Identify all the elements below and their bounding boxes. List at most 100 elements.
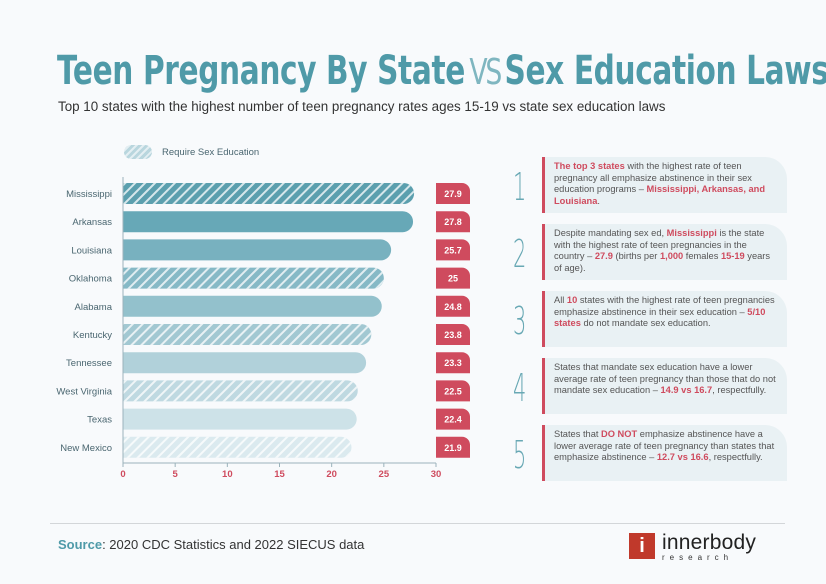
logo-sub: research xyxy=(662,553,734,562)
x-tick-label: 20 xyxy=(326,469,337,480)
fact-segment: (births per xyxy=(612,251,660,262)
bar-hatch-require-sex-ed xyxy=(123,436,352,458)
fact-segment: . xyxy=(597,195,600,206)
fact-number: 1 xyxy=(513,165,527,209)
fact-segment: States that xyxy=(554,429,602,439)
innerbody-logo: i innerbody research xyxy=(629,531,757,563)
fact-segment: years of age). xyxy=(554,251,771,273)
value-label: 27.8 xyxy=(444,217,462,227)
footer-divider xyxy=(50,523,785,524)
fact-text: All 10 states with the highest rate of t… xyxy=(542,291,787,347)
value-badge xyxy=(436,436,470,458)
category-label: Tennessee xyxy=(66,358,112,369)
bar-hatch-require-sex-ed xyxy=(123,183,415,204)
fact-highlight: 14.9 vs 16.7 xyxy=(660,385,713,396)
subtitle: Top 10 states with the highest number of… xyxy=(58,99,666,114)
fact-segment: Despite mandating sex ed, xyxy=(554,228,667,238)
fact-text: States that mandate sex education have a… xyxy=(542,358,787,414)
fact-highlight: Mississippi, Arkansas, and Louisiana xyxy=(554,184,766,206)
fact-segment: All xyxy=(554,295,567,305)
legend-label: Require Sex Education xyxy=(162,146,260,158)
value-badge xyxy=(436,324,470,345)
title-right: Sex Education Laws xyxy=(504,48,826,94)
value-badge xyxy=(436,267,470,289)
facts-list: 1 The top 3 states with the highest rate … xyxy=(505,157,787,492)
x-tick-label: 15 xyxy=(274,469,285,480)
fact-segment: do not mandate sex education. xyxy=(580,318,711,329)
value-badge xyxy=(436,295,470,317)
fact-number: 5 xyxy=(513,433,527,477)
title-left: Teen Pregnancy By State xyxy=(57,48,465,94)
bar xyxy=(123,352,367,374)
value-label: 25.7 xyxy=(444,245,462,255)
fact-segment: with the highest rate of teen pregnancy … xyxy=(554,161,752,195)
category-label: Alabama xyxy=(75,302,113,313)
fact-segment: states with the highest rate of teen pre… xyxy=(554,295,775,317)
fact-highlight: 27.9 xyxy=(594,251,613,262)
category-label: Oklahoma xyxy=(69,274,113,285)
page-title: Teen Pregnancy By State VS Sex Education L… xyxy=(57,48,826,94)
fact-highlight: The top 3 states xyxy=(554,161,625,171)
bar xyxy=(123,211,414,233)
logo-mark-icon: i xyxy=(629,533,655,559)
x-tick-label: 25 xyxy=(379,469,390,480)
fact-segment: females xyxy=(683,251,721,262)
fact-text: The top 3 states with the highest rate o… xyxy=(542,157,787,213)
fact-number: 4 xyxy=(513,366,527,410)
fact-highlight: 5/10 states xyxy=(554,306,766,329)
fact-item: 2 Despite mandating sex ed, Mississippi i… xyxy=(505,224,787,280)
x-tick-label: 5 xyxy=(173,469,179,480)
source-text: : 2020 CDC Statistics and 2022 SIECUS da… xyxy=(102,537,365,552)
fact-segment: States that mandate sex education have a… xyxy=(554,362,776,396)
value-label: 22.4 xyxy=(444,415,462,425)
value-label: 23.8 xyxy=(444,330,462,340)
category-label: New Mexico xyxy=(60,443,112,454)
fact-item: 3 All 10 states with the highest rate of … xyxy=(505,291,787,347)
bar-hatch-require-sex-ed xyxy=(123,380,358,402)
title-vs: VS xyxy=(469,52,502,93)
category-label: Louisiana xyxy=(71,245,112,256)
bar xyxy=(123,239,392,261)
source-note: Source: 2020 CDC Statistics and 2022 SIE… xyxy=(58,537,364,552)
value-badge xyxy=(436,380,470,402)
value-label: 27.9 xyxy=(444,189,462,199)
category-label: Kentucky xyxy=(73,330,112,341)
bar-hatch-require-sex-ed xyxy=(123,324,372,345)
fact-highlight: 10 xyxy=(566,295,578,305)
fact-highlight: DO NOT xyxy=(601,429,638,439)
value-label: 22.5 xyxy=(444,386,462,396)
chart-legend: Require Sex Education xyxy=(124,145,259,159)
value-label: 24.8 xyxy=(444,302,462,312)
value-label: 23.3 xyxy=(444,358,462,368)
x-tick-label: 30 xyxy=(431,469,442,480)
fact-segment: , respectfully. xyxy=(712,385,767,396)
value-badge xyxy=(436,211,470,233)
fact-item: 4 States that mandate sex education have … xyxy=(505,358,787,414)
fact-highlight: 12.7 vs 16.6 xyxy=(656,452,709,463)
x-tick-label: 10 xyxy=(222,469,233,480)
bar xyxy=(123,408,357,430)
legend-swatch-hatched xyxy=(124,145,152,159)
fact-number: 3 xyxy=(513,299,527,343)
category-label: Mississippi xyxy=(66,189,112,200)
category-label: West Virginia xyxy=(56,386,112,397)
fact-highlight: 15-19 xyxy=(720,251,745,262)
value-badge xyxy=(436,239,470,261)
fact-number: 2 xyxy=(513,232,527,276)
fact-segment: , respectfully. xyxy=(708,452,763,463)
value-label: 25 xyxy=(448,274,458,284)
x-tick-label: 0 xyxy=(120,469,125,480)
value-badge xyxy=(436,352,470,374)
logo-name: innerbody xyxy=(662,531,757,554)
fact-highlight: Mississippi xyxy=(666,228,717,238)
value-badge xyxy=(436,408,470,430)
fact-segment: emphasize abstinence have a lower averag… xyxy=(554,429,775,463)
fact-highlight: 1,000 xyxy=(659,251,684,262)
value-label: 21.9 xyxy=(444,443,462,453)
bar-hatch-require-sex-ed xyxy=(123,267,384,289)
fact-segment: is the state with the highest rate of te… xyxy=(554,228,765,262)
bar xyxy=(123,295,382,317)
value-badge xyxy=(436,183,470,204)
fact-text: States that DO NOT emphasize abstinence … xyxy=(542,425,787,481)
